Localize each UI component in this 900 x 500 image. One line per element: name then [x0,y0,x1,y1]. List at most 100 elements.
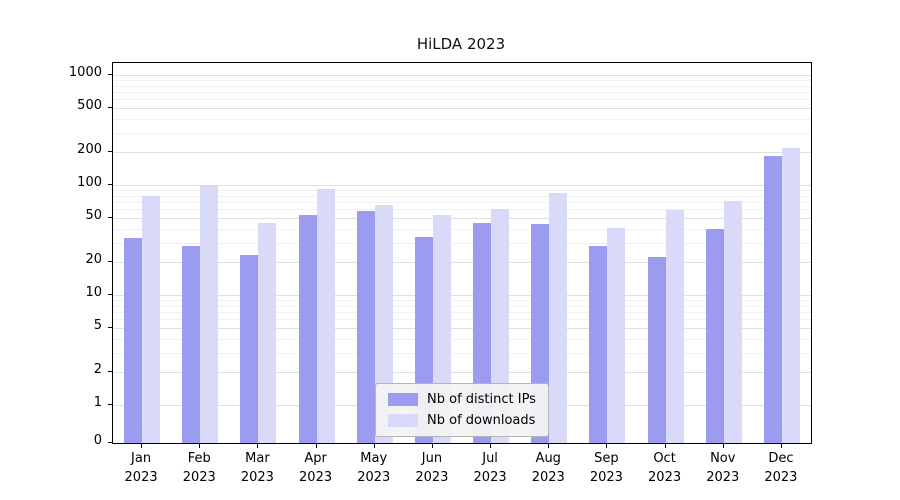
minor-gridline [113,305,811,307]
x-tick-label: Oct 2023 [648,451,682,485]
y-tick-label: 500 [77,98,102,114]
major-gridline [113,328,811,330]
x-tick-mark [722,444,724,448]
minor-gridline [113,338,811,340]
x-tick-label: Apr 2023 [299,451,333,485]
legend-item-downloads: Nb of downloads [388,413,536,428]
x-tick-label: Jan 2023 [124,451,158,485]
minor-gridline [113,312,811,314]
major-gridline [113,151,811,153]
bar-distinct-ips [240,255,259,443]
x-tick-mark [141,444,143,448]
bar-downloads [665,210,684,443]
bar-distinct-ips [124,237,143,443]
major-gridline [113,371,811,373]
bar-distinct-ips [298,215,317,443]
minor-gridline [113,80,811,82]
minor-gridline [113,202,811,204]
bar-distinct-ips [182,245,201,443]
legend-swatch-distinct-ips [388,393,418,406]
x-tick-label: Nov 2023 [706,451,740,485]
x-tick-mark [257,444,259,448]
x-tick-label: Feb 2023 [182,451,216,485]
y-tick-mark [108,74,112,75]
major-gridline [113,75,811,76]
major-gridline [113,108,811,110]
y-tick-label: 10 [85,285,102,300]
x-tick-mark [780,444,782,448]
x-tick-label: Aug 2023 [531,451,565,485]
minor-gridline [113,352,811,354]
x-tick-label: Jun 2023 [415,451,449,485]
y-tick-label: 20 [85,251,102,267]
bar-downloads [607,227,626,443]
x-tick-label: Mar 2023 [240,451,274,485]
x-tick-mark [548,444,550,448]
bar-downloads [549,193,568,443]
x-tick-mark [373,444,375,448]
major-gridline [113,185,811,186]
y-tick-mark [108,217,112,219]
minor-gridline [113,319,811,321]
y-tick-mark [108,260,112,262]
minor-gridline [113,228,811,230]
y-tick-mark [108,404,112,405]
minor-gridline [113,300,811,302]
legend: Nb of distinct IPs Nb of downloads [375,383,549,437]
legend-label-distinct-ips: Nb of distinct IPs [427,392,536,407]
bar-downloads [258,223,277,443]
y-tick-mark [108,184,112,185]
minor-gridline [113,209,811,211]
x-tick-mark [606,444,608,448]
y-tick-label: 200 [77,141,102,157]
legend-label-downloads: Nb of downloads [427,413,536,428]
minor-gridline [113,195,811,197]
y-tick-label: 0 [93,433,102,448]
bar-distinct-ips [763,155,782,443]
major-gridline [113,261,811,263]
y-tick-mark [108,150,112,152]
x-tick-label: May 2023 [357,451,391,485]
bar-distinct-ips [589,245,608,443]
x-tick-label: Sep 2023 [589,451,623,485]
y-tick-label: 100 [77,175,102,190]
legend-swatch-downloads [388,414,418,427]
y-tick-mark [108,370,112,372]
y-tick-mark [108,107,112,109]
legend-item-distinct-ips: Nb of distinct IPs [388,392,536,407]
y-tick-label: 1 [93,395,102,410]
major-gridline [113,295,811,296]
y-tick-label: 2 [93,361,102,377]
minor-gridline [113,190,811,192]
x-tick-mark [431,444,433,448]
y-tick-label: 5 [93,318,102,334]
chart-title: HiLDA 2023 [416,35,506,53]
minor-gridline [113,85,811,87]
bar-distinct-ips [647,257,666,443]
minor-gridline [113,118,811,120]
x-tick-mark [315,444,317,448]
minor-gridline [113,132,811,134]
minor-gridline [113,92,811,94]
bar-downloads [200,184,219,443]
y-tick-mark [108,442,112,443]
minor-gridline [113,99,811,101]
x-tick-mark [490,444,492,448]
y-tick-mark [108,327,112,329]
plot-area: Nb of distinct IPs Nb of downloads [112,62,812,444]
bar-distinct-ips [356,211,375,443]
x-tick-mark [664,444,666,448]
x-tick-mark [199,444,201,448]
bar-distinct-ips [705,228,724,443]
bar-downloads [316,188,335,443]
bar-downloads [142,195,161,443]
bar-downloads [723,201,742,443]
y-tick-label: 1000 [68,65,102,80]
major-gridline [113,218,811,220]
x-tick-label: Dec 2023 [764,451,798,485]
bar-downloads [781,148,800,443]
minor-gridline [113,242,811,244]
x-tick-label: Jul 2023 [473,451,507,485]
y-tick-label: 50 [85,208,102,224]
